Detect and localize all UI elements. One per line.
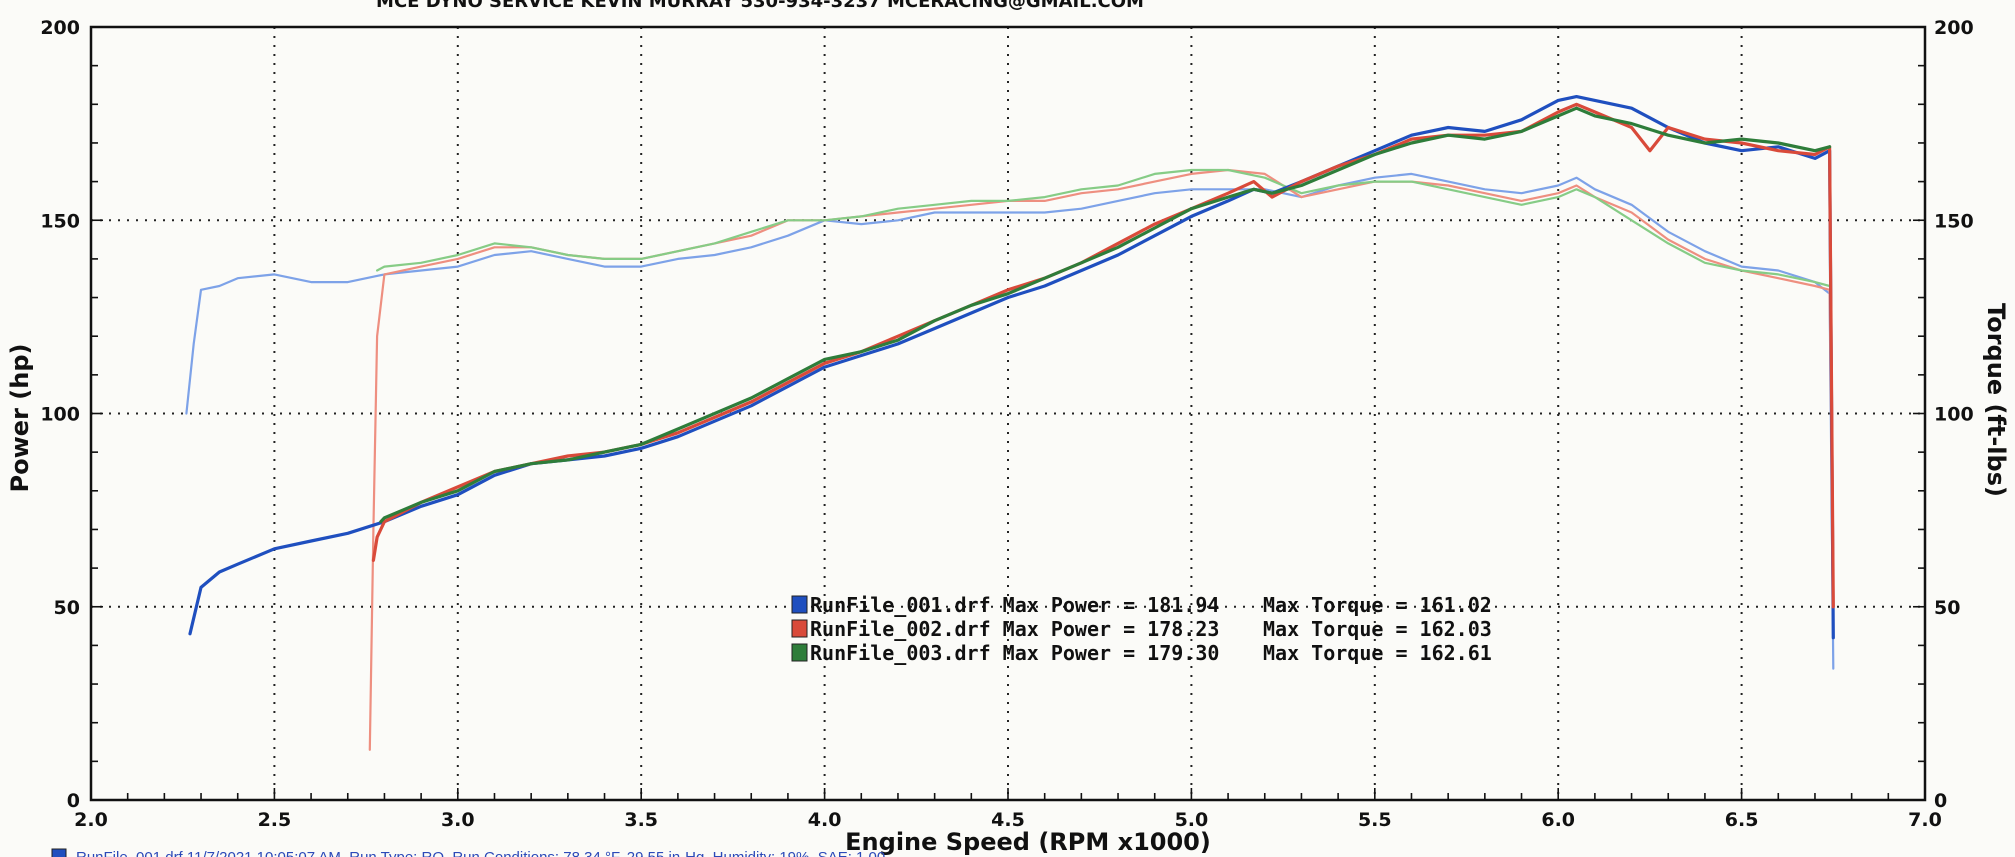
- y-axis-title: Power (hp): [6, 344, 34, 493]
- footer-swatch-icon: [51, 848, 67, 857]
- y2-tick-labels: 0 50 100 150 200: [1934, 17, 1974, 812]
- footer: RunFile_001.drf 11/7/2021 10:05:07 AM, R…: [51, 848, 885, 857]
- x-tick-labels: 2.0 2.5 3.0 3.5 4.0 4.5 5.0 5.5 6.0 6.5 7.0: [74, 809, 1942, 831]
- header-text: MCE DYNO SERVICE KEVIN MURRAY 530-934-32…: [376, 0, 1144, 12]
- x-tick-label: 5.5: [1358, 809, 1392, 831]
- series-line-power-runfile_003-drf: [379, 106, 1832, 524]
- legend-entry-power: RunFile_003.drf Max Power = 179.30: [810, 641, 1219, 665]
- legend-entry-torque: Max Torque = 162.61: [1263, 641, 1492, 665]
- series-lines: [185, 94, 1835, 751]
- x-tick-label: 7.0: [1908, 809, 1942, 831]
- x-tick-label: 5.0: [1175, 809, 1209, 831]
- y2-tick-label: 0: [1934, 790, 1947, 812]
- x-tick-label: 3.0: [441, 809, 475, 831]
- x-tick-label: 3.5: [624, 809, 658, 831]
- x-tick-label: 6.0: [1541, 809, 1575, 831]
- legend-swatch-icon: [791, 619, 808, 638]
- x-tick-label: 2.0: [74, 809, 108, 831]
- series-line-power-runfile_001-drf: [188, 94, 1835, 640]
- x-tick-label: 4.5: [991, 809, 1025, 831]
- grid-lines: [91, 27, 1925, 800]
- x-tick-label: 2.5: [258, 809, 292, 831]
- y2-tick-label: 100: [1934, 404, 1974, 426]
- y-tick-label: 100: [40, 404, 80, 426]
- y2-tick-label: 200: [1934, 17, 1974, 39]
- y2-tick-label: 150: [1934, 210, 1974, 232]
- series-line-power-runfile_002-drf: [371, 102, 1835, 609]
- y-tick-label: 50: [54, 597, 80, 619]
- legend-swatch-icon: [791, 643, 808, 662]
- x-tick-label: 4.0: [808, 809, 842, 831]
- legend-entry-torque: Max Torque = 161.02: [1263, 593, 1492, 617]
- y2-axis-title: Torque (ft-lbs): [1982, 303, 2010, 497]
- series-line-torque-runfile_003-drf: [376, 168, 1831, 288]
- y-tick-label: 0: [67, 790, 80, 812]
- y-tick-label: 200: [40, 17, 80, 39]
- x-tick-label: 6.5: [1725, 809, 1759, 831]
- legend-entry-power: RunFile_002.drf Max Power = 178.23: [810, 617, 1219, 641]
- x-axis-title: Engine Speed (RPM x1000): [845, 828, 1211, 856]
- axis-ticks: [90, 26, 1926, 801]
- y2-tick-label: 50: [1934, 597, 1960, 619]
- y-tick-label: 150: [40, 210, 80, 232]
- y-tick-labels: 0 50 100 150 200: [40, 17, 80, 812]
- legend-entry-power: RunFile_001.drf Max Power = 181.94: [810, 593, 1219, 617]
- footer-text: RunFile_001.drf 11/7/2021 10:05:07 AM, R…: [76, 849, 885, 857]
- legend: RunFile_001.drf Max Power = 181.94 Max To…: [791, 593, 1492, 665]
- legend-swatch-icon: [791, 595, 808, 614]
- legend-entry-torque: Max Torque = 162.03: [1263, 617, 1492, 641]
- series-line-torque-runfile_001-drf: [185, 172, 1835, 670]
